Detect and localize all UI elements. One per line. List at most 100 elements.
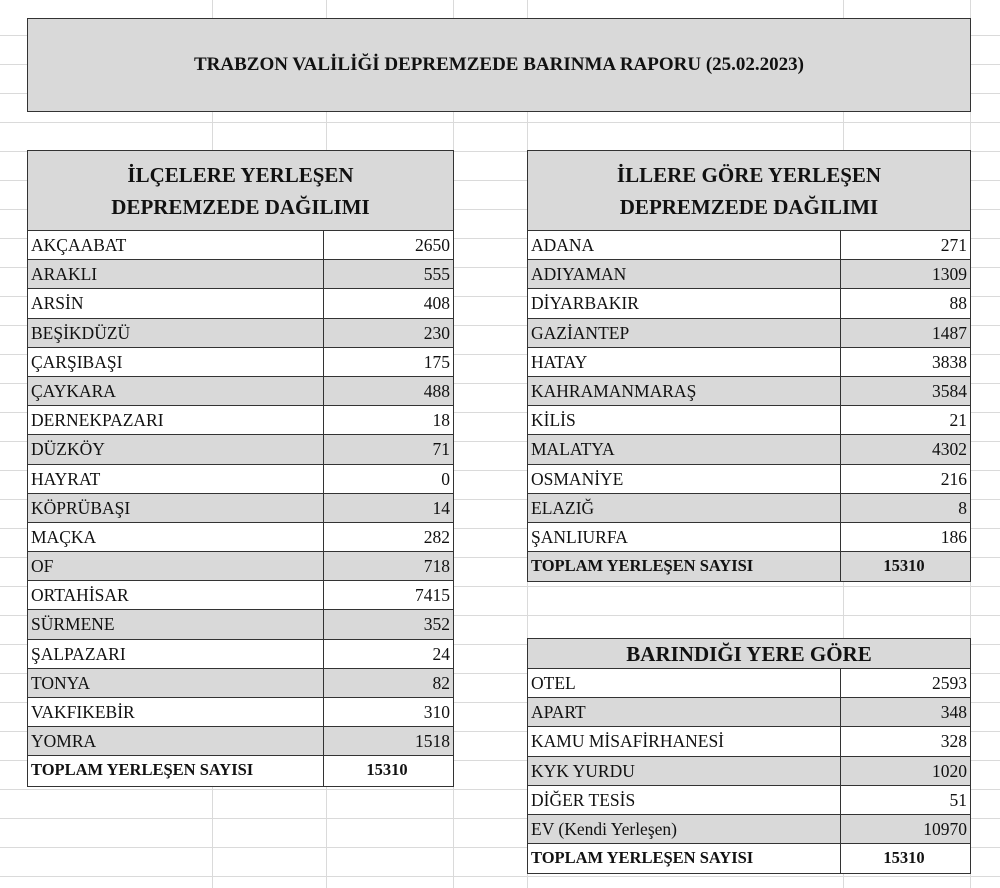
- table-row: HAYRAT 0: [28, 464, 453, 494]
- province-distribution-table: İLLERE GÖRE YERLEŞEN DEPREMZEDE DAĞILIMI A…: [527, 150, 971, 583]
- row-value: 10970: [923, 818, 967, 839]
- row-label: KAMU MİSAFİRHANESİ: [528, 727, 841, 756]
- table-row: DÜZKÖY 71: [28, 435, 453, 465]
- report-title: TRABZON VALİLİĞİ DEPREMZEDE BARINMA RAPO…: [27, 18, 971, 112]
- district-distribution-table: İLÇELERE YERLEŞEN DEPREMZEDE DAĞILIMI AKÇA…: [27, 150, 454, 787]
- row-label: AKÇAABAT: [28, 231, 324, 260]
- total-row: TOPLAM YERLEŞEN SAYISI 15310: [528, 844, 970, 874]
- row-value: 352: [423, 614, 450, 635]
- table-row: ARAKLI 555: [28, 260, 453, 290]
- row-value: 3838: [932, 351, 967, 372]
- table-row: AKÇAABAT 2650: [28, 231, 453, 261]
- row-value: 82: [432, 672, 451, 693]
- table-row: SÜRMENE 352: [28, 610, 453, 640]
- row-value: 271: [940, 235, 967, 255]
- table-row: MAÇKA 282: [28, 522, 453, 553]
- row-label: TONYA: [28, 668, 324, 697]
- row-label: MAÇKA: [28, 522, 324, 552]
- row-value: 1309: [932, 264, 967, 285]
- row-value: 408: [423, 293, 450, 314]
- table-heading-line: DEPREMZEDE DAĞILIMI: [111, 194, 370, 219]
- table-row: KAHRAMANMARAŞ 3584: [528, 376, 970, 407]
- row-label: KÖPRÜBAŞI: [28, 493, 324, 522]
- table-row: BEŞİKDÜZÜ 230: [28, 318, 453, 348]
- row-value: 310: [423, 702, 450, 722]
- row-label: ADIYAMAN: [528, 260, 841, 289]
- row-label: BEŞİKDÜZÜ: [28, 318, 324, 347]
- row-value: 1518: [415, 731, 450, 752]
- row-value: 7415: [415, 585, 450, 606]
- row-label: ARAKLI: [28, 260, 324, 289]
- table-row: OSMANİYE 216: [528, 464, 970, 494]
- row-label: ADANA: [528, 231, 841, 260]
- row-label: MALATYA: [528, 435, 841, 464]
- table-row: ADANA 271: [528, 231, 970, 261]
- row-label: DİĞER TESİS: [528, 785, 841, 814]
- row-label: DERNEKPAZARI: [28, 406, 324, 435]
- row-value: 14: [432, 497, 451, 518]
- row-label: EV (Kendi Yerleşen): [528, 814, 841, 844]
- row-value: 328: [940, 731, 967, 752]
- row-label: SÜRMENE: [28, 610, 324, 639]
- table-row: ŞANLIURFA 186: [528, 522, 970, 553]
- table-row: ÇARŞIBAŞI 175: [28, 347, 453, 377]
- row-label: ŞANLIURFA: [528, 522, 841, 552]
- row-value: 2650: [415, 235, 450, 255]
- row-label: ÇARŞIBAŞI: [28, 347, 324, 376]
- row-value: 348: [940, 702, 967, 723]
- table-row: DERNEKPAZARI 18: [28, 406, 453, 436]
- table-row: HATAY 3838: [528, 347, 970, 377]
- table-row: EV (Kendi Yerleşen) 10970: [528, 814, 970, 845]
- row-label: TOPLAM YERLEŞEN SAYISI: [528, 844, 841, 874]
- table-row: GAZİANTEP 1487: [528, 318, 970, 348]
- row-label: TOPLAM YERLEŞEN SAYISI: [28, 756, 324, 786]
- table-row: KAMU MİSAFİRHANESİ 328: [528, 727, 970, 757]
- row-value: 0: [441, 468, 450, 489]
- row-value: 1487: [932, 322, 967, 343]
- row-label: ÇAYKARA: [28, 376, 324, 406]
- row-value: 1020: [932, 760, 967, 781]
- total-row: TOPLAM YERLEŞEN SAYISI 15310: [28, 756, 453, 786]
- row-label: APART: [528, 698, 841, 727]
- row-value: 21: [949, 410, 968, 431]
- row-label: YOMRA: [28, 727, 324, 756]
- row-value: 216: [940, 468, 967, 489]
- row-value: 15310: [366, 760, 408, 780]
- row-value: 24: [432, 643, 451, 664]
- table-row: VAKFIKEBİR 310: [28, 698, 453, 728]
- row-value: 230: [423, 322, 450, 343]
- table-row: ADIYAMAN 1309: [528, 260, 970, 290]
- table-row: APART 348: [528, 698, 970, 728]
- row-label: ORTAHİSAR: [28, 581, 324, 610]
- row-value: 18: [432, 410, 451, 431]
- row-label: KAHRAMANMARAŞ: [528, 376, 841, 406]
- table-header: BARINDIĞI YERE GÖRE: [528, 639, 970, 669]
- row-label: DİYARBAKIR: [528, 289, 841, 318]
- row-label: DÜZKÖY: [28, 435, 324, 464]
- table-row: ELAZIĞ 8: [528, 493, 970, 523]
- row-label: ELAZIĞ: [528, 493, 841, 522]
- row-label: HATAY: [528, 347, 841, 376]
- row-label: ARSİN: [28, 289, 324, 318]
- row-value: 718: [423, 556, 450, 577]
- row-label: HAYRAT: [28, 464, 324, 493]
- table-row: ÇAYKARA 488: [28, 376, 453, 407]
- row-value: 186: [940, 526, 967, 547]
- row-value: 4302: [932, 439, 967, 460]
- row-label: ŞALPAZARI: [28, 639, 324, 668]
- table-row: KYK YURDU 1020: [528, 756, 970, 786]
- table-heading-line: DEPREMZEDE DAĞILIMI: [619, 194, 879, 219]
- row-value: 8: [958, 497, 967, 518]
- total-row: TOPLAM YERLEŞEN SAYISI 15310: [528, 552, 970, 582]
- table-row: OTEL 2593: [528, 669, 970, 699]
- row-label: KYK YURDU: [528, 756, 841, 785]
- row-value: 15310: [883, 848, 925, 868]
- table-row: DİYARBAKIR 88: [528, 289, 970, 319]
- row-value: 71: [432, 439, 451, 460]
- table-row: MALATYA 4302: [528, 435, 970, 465]
- row-value: 3584: [932, 380, 967, 401]
- row-value: 2593: [932, 673, 967, 693]
- table-row: ARSİN 408: [28, 289, 453, 319]
- row-value: 282: [423, 526, 450, 547]
- row-label: GAZİANTEP: [528, 318, 841, 347]
